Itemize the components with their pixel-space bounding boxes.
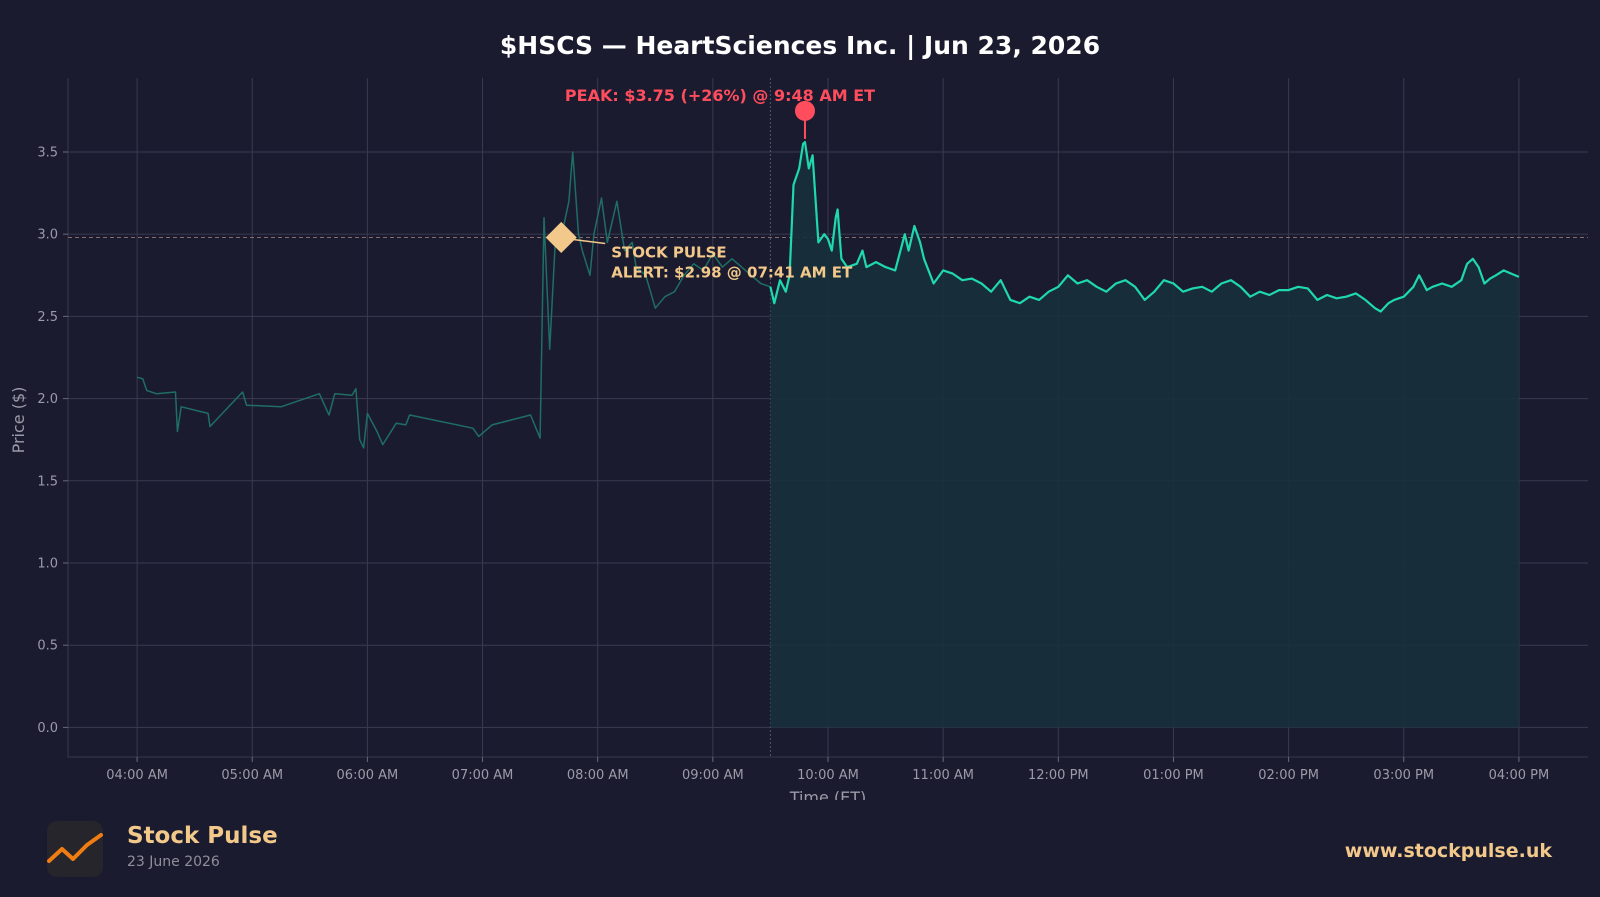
- x-tick-label: 11:00 AM: [912, 768, 974, 783]
- x-tick-label: 08:00 AM: [567, 768, 629, 783]
- alert-label-line1: STOCK PULSE: [611, 243, 726, 261]
- x-tick-label: 03:00 PM: [1373, 768, 1434, 783]
- alert-connector: [573, 238, 606, 245]
- y-tick-label: 2.5: [37, 310, 58, 325]
- peak-marker: [794, 100, 815, 121]
- regular-price-line: [769, 141, 1520, 313]
- x-tick-label: 06:00 AM: [337, 768, 399, 783]
- x-axis-label: Time (ET): [789, 788, 867, 800]
- price-chart: 0.0 0.5 1.0 1.5 2.0 2.5 3.0 3.5 04:00 AM 05:00 AM…: [9, 31, 1588, 800]
- y-tick-label: 1.0: [37, 557, 58, 572]
- y-tick-label: 3.5: [37, 145, 58, 160]
- x-tick-label: 04:00 AM: [106, 768, 168, 783]
- y-tick-label: 2.0: [37, 392, 58, 407]
- x-tick-label: 01:00 PM: [1143, 768, 1204, 783]
- regular-session-area: [770, 142, 1519, 728]
- x-tick-label: 04:00 PM: [1489, 768, 1550, 783]
- alert-diamond-marker: [545, 221, 577, 254]
- logo-icon: [47, 821, 103, 877]
- x-tick-label: 10:00 AM: [797, 768, 859, 783]
- peak-label: PEAK: $3.75 (+26%) @ 9:48 AM ET: [565, 86, 875, 105]
- website-link[interactable]: www.stockpulse.uk: [1344, 840, 1552, 862]
- chart-title: $HSCS — HeartSciences Inc. | Jun 23, 202…: [500, 31, 1100, 60]
- x-tick-label: 02:00 PM: [1258, 768, 1319, 783]
- brand-name: Stock Pulse: [127, 823, 278, 849]
- y-tick-label: 0.5: [37, 639, 58, 654]
- trend-line-icon: [47, 833, 103, 863]
- pre-market-price-line: [136, 151, 771, 449]
- brand-date: 23 June 2026: [127, 854, 220, 870]
- x-tick-label: 12:00 PM: [1028, 768, 1089, 783]
- x-tick-label: 09:00 AM: [682, 768, 744, 783]
- y-axis-label: Price ($): [9, 387, 28, 454]
- y-tick-label: 3.0: [37, 228, 58, 243]
- y-tick-label: 0.0: [37, 721, 58, 736]
- x-tick-label: 05:00 AM: [221, 768, 283, 783]
- x-tick-label: 07:00 AM: [452, 768, 514, 783]
- y-tick-label: 1.5: [37, 474, 58, 489]
- alert-label-line2: ALERT: $2.98 @ 07:41 AM ET: [611, 263, 853, 281]
